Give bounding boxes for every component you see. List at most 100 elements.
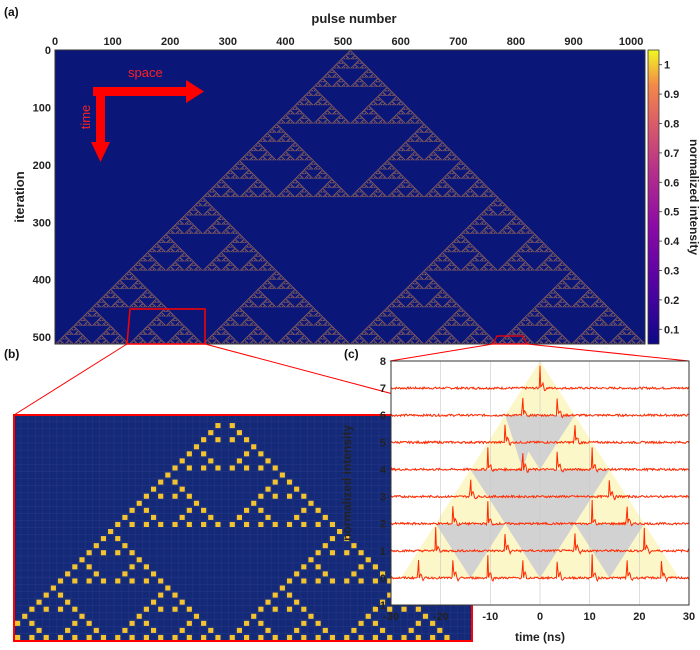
panel-b-lit-cell — [179, 458, 185, 464]
panel-c-frame — [390, 360, 690, 606]
panel-b-lit-cell — [444, 634, 450, 640]
panel-b-lit-cell — [122, 571, 128, 577]
panel-b-lit-cell — [229, 437, 235, 443]
panel-b-lit-cell — [165, 472, 171, 478]
panel-b-lit-cell — [308, 557, 314, 563]
panel-b-lit-cell — [172, 592, 178, 598]
panel-b-lit-cell — [301, 493, 307, 499]
panel-b-lit-cell — [358, 550, 364, 556]
panel-b-lit-cell — [22, 613, 28, 619]
panel-b-lit-cell — [387, 578, 393, 584]
panel-a-x-tick-label: 800 — [507, 36, 525, 48]
panel-c-y-tick-label: 4 — [380, 464, 387, 476]
panel-b-lit-cell — [344, 536, 350, 542]
panel-b-lit-cell — [201, 620, 207, 626]
panel-b-lit-cell — [229, 521, 235, 527]
panel-b-lit-cell — [208, 430, 214, 436]
panel-b-lit-cell — [351, 571, 357, 577]
panel-b-lit-cell — [100, 578, 107, 584]
panel-b-lit-cell — [244, 465, 250, 471]
panel-b-lit-cell — [29, 606, 35, 612]
panel-b-lit-cell — [136, 613, 142, 619]
panel-b-lit-cell — [129, 620, 135, 626]
panel-a-x-tick-label: 400 — [276, 36, 294, 48]
panel-b-lit-cell — [72, 564, 78, 570]
panel-b-lit-cell — [422, 613, 429, 619]
panel-b-lit-cell — [100, 550, 107, 556]
panel-b-lit-cell — [143, 507, 149, 513]
panel-b-lit-cell — [229, 634, 235, 640]
panel-b-lit-cell — [129, 550, 135, 556]
panel-b-lit-cell — [430, 634, 436, 640]
panel-a-label: (a) — [4, 5, 19, 19]
panel-b-lit-cell — [344, 578, 350, 584]
panel-a-x-tick-label: 300 — [219, 36, 237, 48]
panel-b-lit-cell — [150, 486, 157, 492]
panel-b-lit-cell — [322, 627, 328, 633]
colorbar-tick-label: 0.8 — [664, 119, 679, 131]
panel-b-lit-cell — [65, 599, 71, 605]
panel-b-lit-cell — [86, 564, 92, 570]
panel-b-lit-cell — [72, 606, 78, 612]
panel-b-lit-cell — [172, 479, 178, 485]
panel-b-lit-cell — [294, 627, 300, 633]
panel-b-lit-cell — [272, 606, 278, 612]
panel-c-x-tick-label: -10 — [482, 611, 498, 623]
panel-a-x-tick-label: 200 — [161, 36, 179, 48]
colorbar-tick-label: 0.9 — [664, 89, 679, 101]
panel-b-lit-cell — [244, 437, 250, 443]
panel-b-lit-cell — [329, 634, 336, 640]
panel-b-lit-cell — [258, 493, 264, 499]
panel-b-lit-cell — [93, 543, 99, 549]
panel-a-y-tick-label: 300 — [33, 217, 51, 229]
panel-c-trace-row — [390, 527, 690, 556]
panel-b-lit-cell — [244, 521, 250, 527]
panel-b-lit-cell — [401, 606, 407, 612]
panel-b-lit-cell — [265, 486, 271, 492]
panel-c-x-tick-label: 0 — [537, 611, 543, 623]
panel-c-trace-row — [390, 397, 690, 419]
panel-c-x-tick-label: 10 — [584, 611, 596, 623]
panel-b-lit-cell — [244, 451, 250, 457]
panel-b-lit-cell — [65, 571, 71, 577]
panel-c-trace-row — [390, 499, 690, 527]
panel-b-lit-cell — [150, 599, 157, 605]
panel-a-x-tick-label: 100 — [103, 36, 121, 48]
panel-b-lit-cell — [329, 536, 336, 542]
panel-b-lit-cell — [186, 507, 192, 513]
panel-b-lit-cell — [179, 599, 185, 605]
panel-b-lit-cell — [315, 507, 321, 513]
panel-b-lit-cell — [115, 550, 121, 556]
panel-b-lit-cell — [308, 613, 314, 619]
panel-b-lit-cell — [186, 620, 192, 626]
panel-b-lit-cell — [57, 606, 64, 612]
panel-a-y-tick-label: 100 — [33, 102, 51, 114]
panel-b-lit-cell — [79, 557, 85, 563]
panel-b-lit-cell — [265, 458, 271, 464]
panel-b-lit-cell — [129, 564, 135, 570]
panel-b-lit-cell — [29, 620, 35, 626]
panel-b-lit-cell — [329, 550, 336, 556]
panel-b-lit-cell — [294, 571, 300, 577]
panel-b-lit-cell — [86, 578, 92, 584]
panel-c-x-tick-label: 30 — [683, 611, 695, 623]
panel-c-trace-row — [390, 365, 690, 392]
panel-a-frame — [54, 49, 646, 345]
panel-b-lit-cell — [86, 620, 92, 626]
space-annotation: space — [128, 65, 163, 80]
panel-b-lit-cell — [272, 634, 278, 640]
colorbar-tick-label: 0.4 — [664, 236, 680, 248]
panel-b-lit-cell — [93, 627, 99, 633]
panel-b-lit-cell — [186, 465, 192, 471]
panel-b-lit-cell — [294, 486, 300, 492]
panel-b-lit-cell — [115, 521, 121, 527]
panel-b-lit-cell — [329, 521, 336, 527]
panel-b-lit-cell — [201, 451, 207, 457]
panel-b-lit-cell — [201, 465, 207, 471]
panel-b-lit-cell — [358, 564, 364, 570]
panel-b-lit-cell — [201, 521, 207, 527]
panel-b-lit-cell — [193, 500, 200, 506]
panel-a-y-tick-label: 400 — [33, 275, 51, 287]
panel-c-label: (c) — [344, 347, 359, 361]
panel-a-x-tick-label: 600 — [392, 36, 410, 48]
